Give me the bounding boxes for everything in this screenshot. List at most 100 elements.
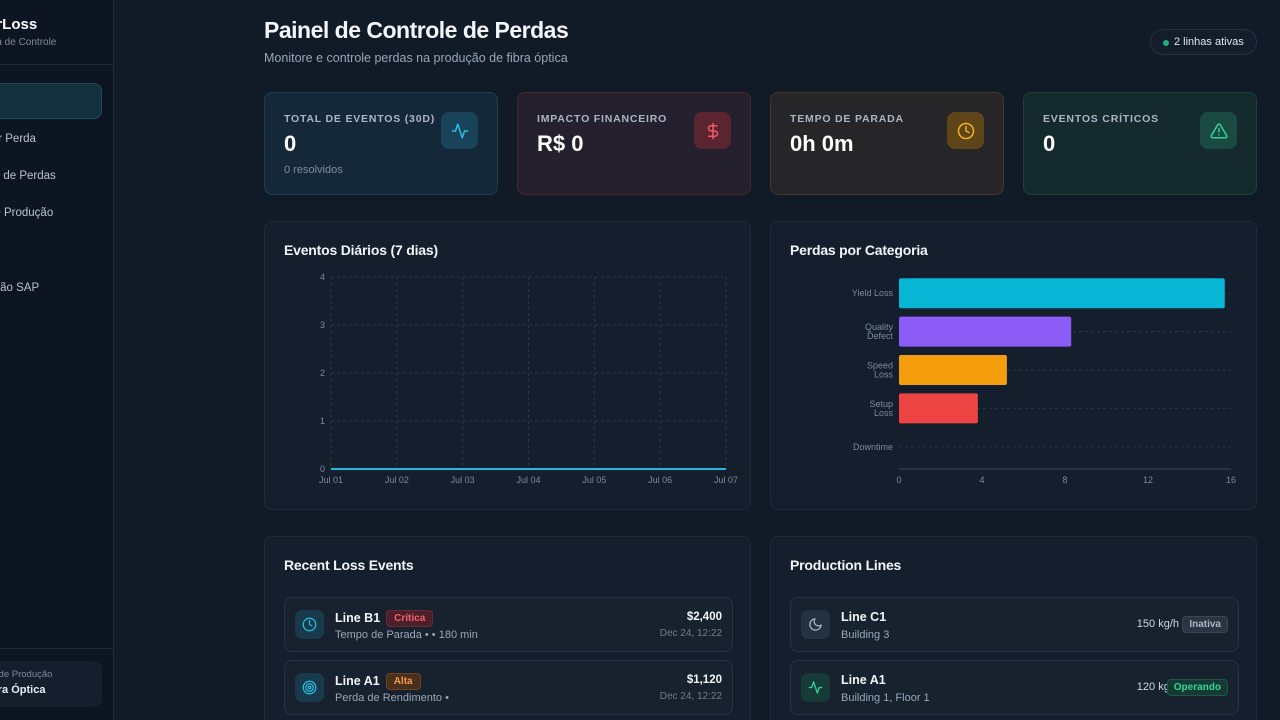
stat-label: IMPACTO FINANCEIRO xyxy=(537,113,668,125)
brand[interactable]: erLoss ma de Controle xyxy=(0,16,56,48)
event-line: Line B1 xyxy=(335,611,381,625)
bar xyxy=(899,393,978,424)
event-amount: $1,120 xyxy=(686,674,722,686)
loss-event-row[interactable]: Line B1 Crítica Tempo de Parada • • 180 m… xyxy=(284,597,733,652)
x-tick-label: Jul 04 xyxy=(516,475,540,485)
y-tick-label: Setup xyxy=(869,399,893,409)
x-tick-label: 4 xyxy=(979,475,984,485)
status-dot xyxy=(1163,40,1169,46)
moon-icon xyxy=(801,610,830,639)
divider xyxy=(0,648,113,649)
event-date: Dec 24, 12:22 xyxy=(659,628,722,639)
recent-loss-events-panel: Recent Loss Events Line B1 Crítica Tempo … xyxy=(264,536,751,720)
daily-events-chart[interactable]: 0 1 2 3 4 Jul 01 Jul 02 Jul 03 Jul 04 Jul 05 Jul 0… xyxy=(265,222,751,510)
severity-badge: Alta xyxy=(385,673,421,690)
x-tick-label: Jul 01 xyxy=(319,475,343,485)
y-tick-label: Defect xyxy=(867,331,894,341)
line-rate: 150 kg/h xyxy=(1136,618,1179,630)
brand-name: erLoss xyxy=(0,16,38,33)
stat-label: TEMPO DE PARADA xyxy=(790,113,904,125)
stat-card-total-events: TOTAL DE EVENTOS (30D) 0 0 resolvidos xyxy=(264,92,498,195)
sidebar-item-sap-integration[interactable]: ação SAP xyxy=(0,282,40,294)
event-title: Line B1 Crítica xyxy=(335,610,434,627)
stat-subtext: 0 resolvidos xyxy=(284,164,343,176)
production-line-row[interactable]: Line C1 Building 3 150 kg/h Inativa xyxy=(790,597,1239,652)
event-description: Perda de Rendimento • xyxy=(335,692,449,704)
clock-icon xyxy=(947,112,984,149)
x-tick-label: Jul 07 xyxy=(714,475,738,485)
active-lines-text: 2 linhas ativas xyxy=(1174,36,1244,48)
y-tick-label: Quality xyxy=(865,322,894,332)
sidebar-item-dashboard-active[interactable] xyxy=(0,83,102,119)
plant-label: to de Produção xyxy=(0,669,53,680)
y-tick-label: 2 xyxy=(320,368,325,378)
page-title: Painel de Controle de Perdas xyxy=(264,17,569,43)
loss-by-category-panel: Perdas por Categoria Yield Loss Quality De… xyxy=(770,221,1257,510)
stat-value: 0 xyxy=(284,131,297,156)
y-tick-label: 3 xyxy=(320,320,325,330)
stat-value: 0h 0m xyxy=(790,131,854,156)
sidebar-item-loss-history[interactable]: co de Perdas xyxy=(0,170,56,182)
stat-value: 0 xyxy=(1043,131,1056,156)
line-name: Line C1 xyxy=(841,610,887,624)
activity-icon xyxy=(801,673,830,702)
y-tick-label: 4 xyxy=(320,272,325,282)
y-tick-label: Speed xyxy=(867,361,893,371)
event-date: Dec 24, 12:22 xyxy=(659,691,722,702)
production-lines-panel: Production Lines Line C1 Building 3 150 … xyxy=(770,536,1257,720)
active-lines-badge: 2 linhas ativas xyxy=(1150,29,1257,55)
loss-event-row[interactable]: Line A1 Alta Perda de Rendimento • $1,120… xyxy=(284,660,733,715)
stat-card-downtime: TEMPO DE PARADA 0h 0m xyxy=(770,92,1004,195)
plant-value: ibra Óptica xyxy=(0,684,46,696)
x-tick-label: 0 xyxy=(896,475,901,485)
x-tick-label: 8 xyxy=(1062,475,1067,485)
x-tick-label: 12 xyxy=(1143,475,1153,485)
daily-events-title: Eventos Diários (7 dias) xyxy=(284,242,438,258)
x-tick-label: Jul 02 xyxy=(385,475,409,485)
recent-loss-events-title: Recent Loss Events xyxy=(284,557,414,573)
production-lines-title: Production Lines xyxy=(790,557,902,573)
alert-triangle-icon xyxy=(1200,112,1237,149)
line-name: Line A1 xyxy=(841,673,886,687)
sidebar: erLoss ma de Controle rar Perda co de Pe… xyxy=(0,0,114,720)
y-tick-label: Yield Loss xyxy=(852,288,894,298)
divider xyxy=(0,64,113,65)
y-tick-label: 0 xyxy=(320,464,325,474)
x-tick-label: Jul 03 xyxy=(451,475,475,485)
y-tick-label: 1 xyxy=(320,416,325,426)
bar xyxy=(899,355,1007,385)
y-tick-label: Loss xyxy=(874,370,894,380)
event-amount: $2,400 xyxy=(686,611,722,623)
event-line: Line A1 xyxy=(335,674,380,688)
target-icon xyxy=(295,673,324,702)
y-tick-label: Downtime xyxy=(853,442,893,452)
stat-label: TOTAL DE EVENTOS (30D) xyxy=(284,113,436,125)
line-location: Building 1, Floor 1 xyxy=(841,692,930,704)
production-line-row[interactable]: Line A1 Building 1, Floor 1 120 kg/h Ope… xyxy=(790,660,1239,715)
loss-by-category-chart[interactable]: Yield LossQualityDefectSpeedLossSetupLos… xyxy=(771,222,1257,510)
sidebar-item-register-loss[interactable]: rar Perda xyxy=(0,133,36,145)
event-description: Tempo de Parada • • 180 min xyxy=(335,629,478,641)
page-subtitle: Monitore e controle perdas na produção d… xyxy=(264,51,568,65)
severity-badge: Crítica xyxy=(386,610,434,627)
daily-events-panel: Eventos Diários (7 dias) 0 1 2 3 4 Jul 01 Jul … xyxy=(264,221,751,510)
clock-icon xyxy=(295,610,324,639)
stat-card-critical-events: EVENTOS CRÍTICOS 0 xyxy=(1023,92,1257,195)
x-tick-label: Jul 05 xyxy=(582,475,606,485)
dollar-icon xyxy=(694,112,731,149)
loss-by-category-title: Perdas por Categoria xyxy=(790,242,928,258)
brand-subtitle: ma de Controle xyxy=(0,37,57,48)
bar xyxy=(899,316,1072,347)
activity-icon xyxy=(441,112,478,149)
line-location: Building 3 xyxy=(841,629,890,641)
bar xyxy=(899,278,1225,309)
plant-selector[interactable]: to de Produção ibra Óptica xyxy=(0,661,102,707)
stat-card-financial-impact: IMPACTO FINANCEIRO R$ 0 xyxy=(517,92,751,195)
stat-value: R$ 0 xyxy=(537,131,584,156)
event-title: Line A1 Alta xyxy=(335,673,421,690)
line-status-badge: Inativa xyxy=(1182,616,1228,633)
y-tick-label: Loss xyxy=(874,408,894,418)
sidebar-item-production-lines[interactable]: de Produção xyxy=(0,207,54,219)
x-tick-label: 16 xyxy=(1226,475,1236,485)
line-status-badge: Operando xyxy=(1166,679,1228,696)
